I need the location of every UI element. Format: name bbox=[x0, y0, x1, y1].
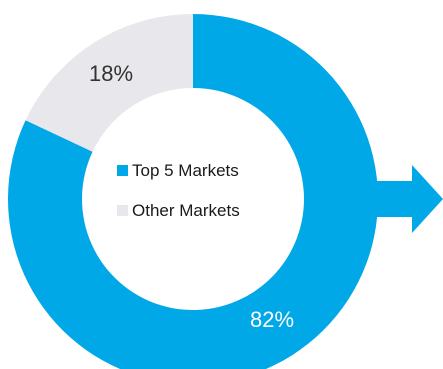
legend-swatch-top-5-markets bbox=[117, 165, 128, 176]
slice-label-top-5-markets: 82% bbox=[250, 307, 294, 332]
slice-labels: 82% 18% bbox=[89, 61, 294, 332]
donut-slice-top-5-markets bbox=[8, 14, 378, 369]
legend-label-top-5-markets: Top 5 Markets bbox=[132, 161, 239, 180]
arrow-right-icon bbox=[374, 165, 443, 233]
legend-label-other-markets: Other Markets bbox=[132, 201, 240, 220]
legend: Top 5 Markets Other Markets bbox=[117, 161, 240, 220]
donut-slices bbox=[8, 13, 378, 369]
slice-label-other-markets: 18% bbox=[89, 61, 133, 86]
donut-slice-other-markets bbox=[25, 13, 193, 152]
legend-swatch-other-markets bbox=[117, 205, 128, 216]
